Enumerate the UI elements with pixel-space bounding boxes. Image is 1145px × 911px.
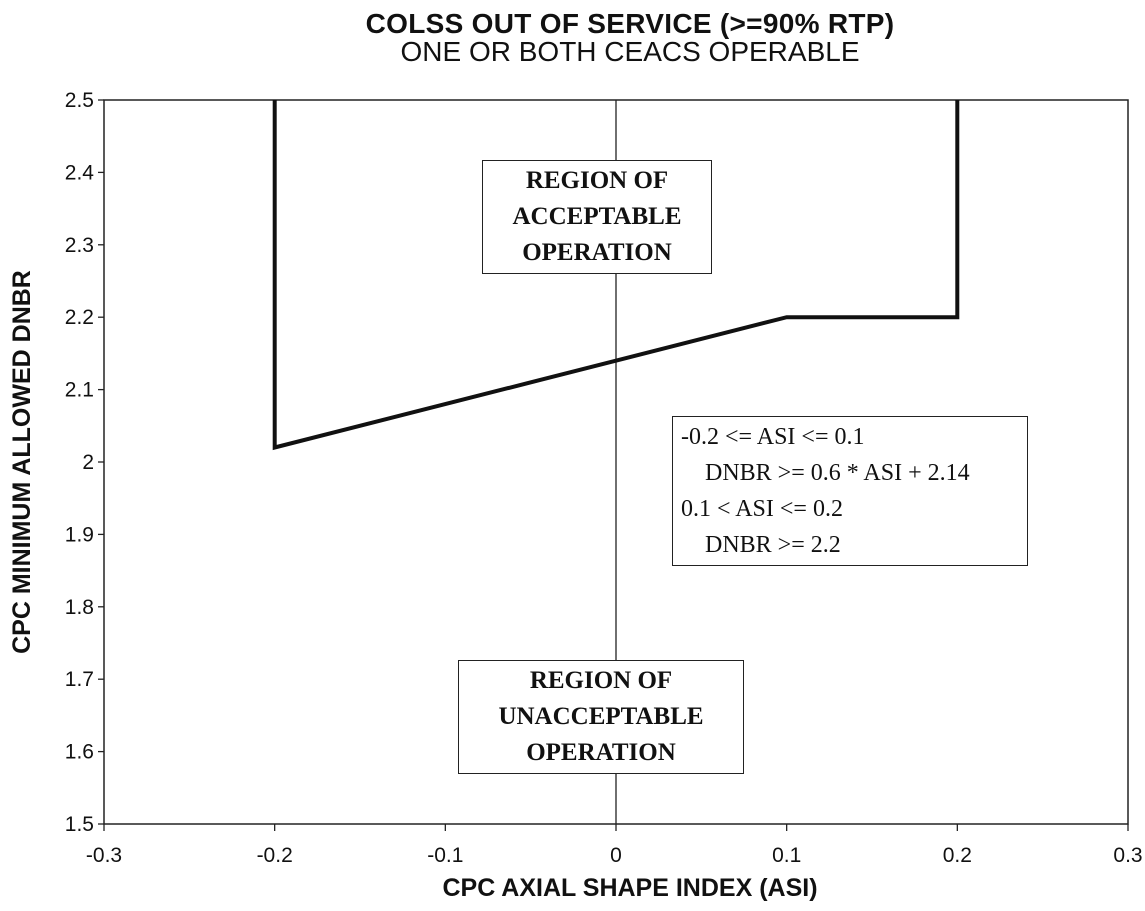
x-axis-label: CPC AXIAL SHAPE INDEX (ASI) xyxy=(442,874,818,902)
chart-title: COLSS OUT OF SERVICE (>=90% RTP) xyxy=(365,8,895,39)
acceptable-region-box: REGION OF ACCEPTABLE OPERATION xyxy=(482,160,712,274)
x-tick-label: -0.3 xyxy=(86,844,122,867)
y-tick-label: 2.2 xyxy=(65,306,94,329)
x-tick-label: 0.1 xyxy=(772,844,801,867)
y-tick-label: 2.4 xyxy=(65,161,95,184)
y-tick-label: 2.5 xyxy=(65,89,94,112)
equation-line-3: 0.1 < ASI <= 0.2 xyxy=(681,496,843,522)
unacceptable-region-line-2: UNACCEPTABLE xyxy=(498,703,704,730)
equation-box: -0.2 <= ASI <= 0.1 DNBR >= 0.6 * ASI + 2… xyxy=(672,416,1028,566)
y-axis-label: CPC MINIMUM ALLOWED DNBR xyxy=(8,270,36,654)
acceptable-region-line-3: OPERATION xyxy=(522,239,672,266)
y-tick-label: 1.9 xyxy=(65,523,94,546)
acceptable-region-line-1: REGION OF xyxy=(525,167,669,194)
unacceptable-region-line-1: REGION OF xyxy=(529,667,673,694)
equation-line-4: DNBR >= 2.2 xyxy=(705,532,841,558)
y-tick-label: 1.5 xyxy=(65,813,94,836)
x-tick-label: 0.3 xyxy=(1113,844,1142,867)
y-tick-label: 1.8 xyxy=(65,596,94,619)
acceptable-region-line-2: ACCEPTABLE xyxy=(512,203,682,230)
y-tick-label: 1.6 xyxy=(65,741,94,764)
y-tick-label: 1.7 xyxy=(65,668,94,691)
y-tick-label: 2.3 xyxy=(65,234,94,257)
equation-line-2: DNBR >= 0.6 * ASI + 2.14 xyxy=(705,460,970,486)
y-tick-label: 2.1 xyxy=(65,379,94,402)
unacceptable-region-line-3: OPERATION xyxy=(526,739,676,766)
y-tick-label: 2 xyxy=(82,451,94,474)
equation-line-1: -0.2 <= ASI <= 0.1 xyxy=(681,424,865,450)
x-tick-label: 0.2 xyxy=(943,844,972,867)
unacceptable-region-box: REGION OF UNACCEPTABLE OPERATION xyxy=(458,660,744,774)
chart-subtitle: ONE OR BOTH CEACS OPERABLE xyxy=(400,36,860,67)
limit-line xyxy=(272,100,960,451)
x-tick-label: -0.2 xyxy=(257,844,293,867)
x-tick-label: 0 xyxy=(610,844,622,867)
x-tick-label: -0.1 xyxy=(427,844,463,867)
